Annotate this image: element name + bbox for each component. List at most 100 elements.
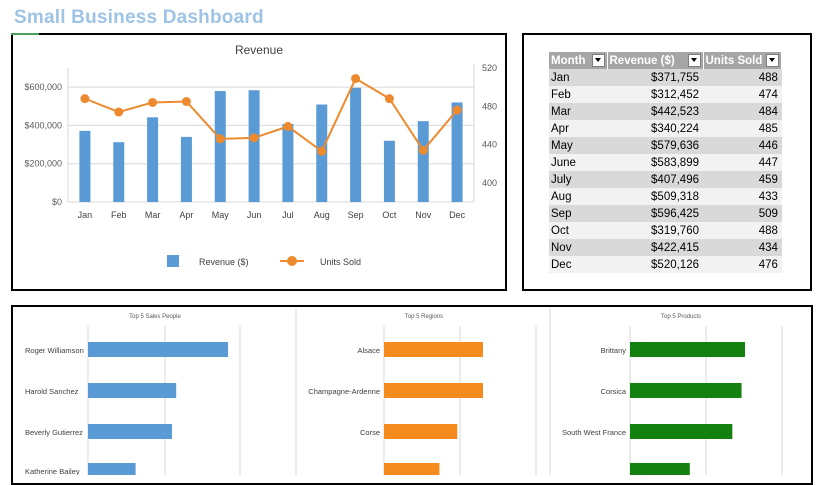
filter-dropdown-icon[interactable] (687, 54, 701, 67)
revenue-bar (113, 142, 125, 202)
legend-units-marker (287, 256, 297, 266)
filter-dropdown-icon[interactable] (591, 54, 605, 67)
top5-category-label: Alsace (357, 346, 380, 355)
header-revenue[interactable]: Revenue ($) (607, 52, 704, 69)
cell-month[interactable]: July (549, 171, 607, 188)
units-sold-point (80, 94, 90, 104)
top5-category-label: South West France (562, 428, 626, 437)
cell-units-sold[interactable]: 488 (703, 69, 782, 86)
revenue-bar (180, 136, 192, 202)
y-right-tick-label: 520 (482, 63, 497, 73)
y-right-tick-label: 400 (482, 178, 497, 188)
cell-revenue[interactable]: $509,318 (607, 188, 703, 205)
cell-month[interactable]: Jan (549, 69, 607, 86)
cell-units-sold[interactable]: 485 (703, 120, 782, 137)
revenue-chart-title: Revenue (235, 43, 283, 57)
revenue-bar (350, 87, 362, 202)
top5-chart-title: Top 5 Products (661, 314, 701, 320)
cell-units-sold[interactable]: 509 (703, 205, 782, 222)
y-right-tick-label: 480 (482, 101, 497, 111)
legend-units-label: Units Sold (320, 257, 361, 267)
top5-category-label: Champagne-Ardenne (308, 387, 380, 396)
top5-bar (630, 424, 733, 439)
revenue-bar (451, 102, 463, 202)
cell-revenue[interactable]: $340,224 (607, 120, 703, 137)
cell-units-sold[interactable]: 446 (703, 137, 782, 154)
cell-month[interactable]: Apr (549, 120, 607, 137)
x-tick-label: Sep (348, 210, 364, 220)
cell-units-sold[interactable]: 434 (703, 239, 782, 256)
x-tick-label: Mar (145, 210, 161, 220)
cell-revenue[interactable]: $422,415 (607, 239, 703, 256)
cell-units-sold[interactable]: 474 (703, 86, 782, 103)
cell-units-sold[interactable]: 433 (703, 188, 782, 205)
cell-month[interactable]: Aug (549, 188, 607, 205)
cell-revenue[interactable]: $312,452 (607, 86, 703, 103)
x-tick-label: May (212, 210, 230, 220)
units-sold-point (148, 97, 158, 107)
y-left-tick-label: $200,000 (24, 159, 62, 169)
cell-revenue[interactable]: $371,755 (607, 69, 703, 86)
units-sold-point (351, 74, 361, 84)
x-tick-label: Nov (415, 210, 432, 220)
units-sold-point (283, 121, 293, 131)
top5-bar (630, 342, 745, 357)
revenue-bar (147, 117, 159, 202)
revenue-bar (383, 140, 395, 202)
table-row: Feb $312,452 474 (549, 86, 782, 103)
x-tick-label: Apr (179, 210, 193, 220)
top5-bar (384, 463, 440, 475)
monthly-data-table: Month Revenue ($) Units Sold Jan $371,755… (549, 52, 783, 273)
revenue-bar (248, 90, 260, 202)
top5-bar (88, 463, 136, 475)
cell-month[interactable]: Sep (549, 205, 607, 222)
cell-month[interactable]: Feb (549, 86, 607, 103)
top5-charts: Top 5 Sales People Roger Williamson Harold… (25, 308, 783, 475)
cell-revenue[interactable]: $579,636 (607, 137, 703, 154)
y-left-tick-label: $600,000 (24, 82, 62, 92)
top5-bar (88, 342, 228, 357)
top5-bar (630, 383, 742, 398)
legend-revenue-swatch (167, 255, 179, 267)
cell-revenue[interactable]: $319,760 (607, 222, 703, 239)
x-tick-label: Jul (282, 210, 294, 220)
cell-revenue[interactable]: $407,496 (607, 171, 703, 188)
top5-bar (384, 424, 458, 439)
cell-units-sold[interactable]: 459 (703, 171, 782, 188)
filter-dropdown-icon[interactable] (766, 54, 780, 67)
table-row: Apr $340,224 485 (549, 120, 782, 137)
cell-month[interactable]: Mar (549, 103, 607, 120)
cell-revenue[interactable]: $442,523 (607, 103, 703, 120)
cell-revenue[interactable]: $596,425 (607, 205, 703, 222)
units-sold-point (181, 97, 191, 106)
top5-category-label: Brittany (601, 346, 627, 355)
cell-month[interactable]: Oct (549, 222, 607, 239)
table-row: Sep $596,425 509 (549, 205, 782, 222)
table-header-row: Month Revenue ($) Units Sold (549, 52, 783, 69)
x-tick-label: Aug (314, 210, 330, 220)
table-row: May $579,636 446 (549, 137, 782, 154)
cell-units-sold[interactable]: 484 (703, 103, 782, 120)
units-sold-point (215, 134, 225, 144)
revenue-chart-legend: Revenue ($) Units Sold (167, 255, 361, 267)
header-month[interactable]: Month (549, 52, 608, 69)
cell-month[interactable]: June (549, 154, 607, 171)
cell-revenue[interactable]: $583,899 (607, 154, 703, 171)
cell-units-sold[interactable]: 476 (703, 256, 782, 273)
table-row: Aug $509,318 433 (549, 188, 782, 205)
y-right-tick-label: 440 (482, 140, 497, 150)
legend-revenue-label: Revenue ($) (199, 257, 249, 267)
x-tick-label: Feb (111, 210, 127, 220)
cell-month[interactable]: May (549, 137, 607, 154)
revenue-bar (79, 130, 91, 202)
cell-units-sold[interactable]: 447 (703, 154, 782, 171)
cell-units-sold[interactable]: 488 (703, 222, 782, 239)
revenue-chart[interactable]: Revenue $0 $200,000 $400,000 $600,000 400 440… (0, 0, 825, 475)
top5-bar (384, 342, 483, 357)
cell-month[interactable]: Dec (549, 256, 607, 273)
cell-revenue[interactable]: $520,126 (607, 256, 703, 273)
header-units-sold[interactable]: Units Sold (703, 52, 783, 69)
x-tick-label: Dec (449, 210, 466, 220)
cell-month[interactable]: Nov (549, 239, 607, 256)
units-sold-line (84, 77, 458, 153)
